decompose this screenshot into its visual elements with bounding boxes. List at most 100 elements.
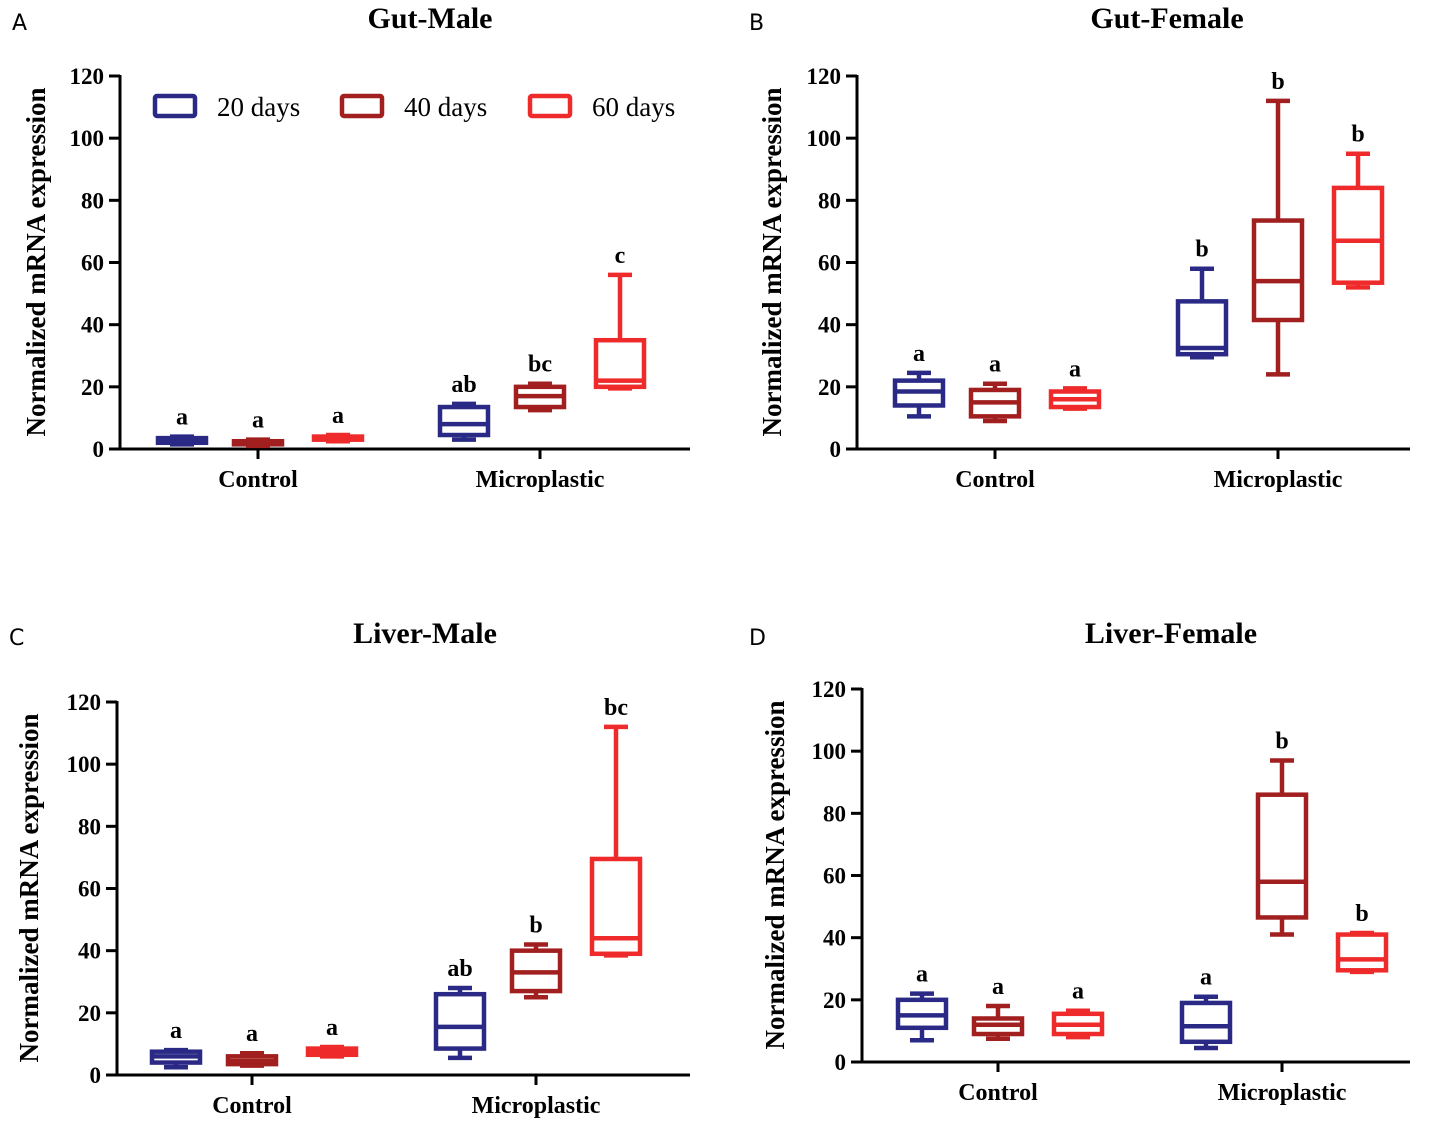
box-20-days: [437, 401, 491, 442]
box-iqr: [1331, 185, 1385, 285]
box-40-days: [1251, 98, 1305, 377]
x-tick-label: Control: [958, 1080, 1038, 1106]
box-20-days: [1175, 266, 1229, 360]
y-tick-label: 120: [67, 690, 102, 715]
y-axis-label: Normalized mRNA expression: [757, 88, 787, 437]
y-tick-label: 60: [818, 251, 841, 276]
panel-letter: B: [749, 11, 764, 36]
significance-label: c: [615, 243, 626, 269]
significance-label: a: [916, 962, 928, 988]
box-40-days: [971, 1003, 1025, 1041]
y-tick-label: 40: [818, 313, 841, 338]
box-60-days: [1331, 151, 1385, 290]
box-iqr: [437, 404, 491, 438]
significance-label: b: [1355, 901, 1368, 927]
significance-label: b: [1195, 237, 1208, 263]
chart-title: Liver-Male: [353, 617, 497, 650]
significance-label: b: [1271, 69, 1284, 95]
box-60-days: [593, 272, 647, 391]
box-40-days: [231, 437, 285, 449]
box-40-days: [509, 942, 563, 1000]
panel-C: C Liver-Male Normalized mRNA expression 0 20…: [9, 617, 690, 1119]
box-20-days: [895, 991, 949, 1043]
y-tick-label: 20: [823, 988, 846, 1013]
box-iqr: [593, 337, 647, 390]
significance-label: a: [326, 1015, 338, 1041]
box-40-days: [513, 381, 567, 413]
significance-label: a: [332, 403, 344, 429]
significance-label: b: [1351, 122, 1364, 148]
box-40-days: [225, 1050, 279, 1068]
significance-label: a: [1200, 965, 1212, 991]
legend-swatch: [339, 93, 385, 119]
legend-label: 20 days: [217, 92, 300, 122]
y-tick-label: 0: [830, 437, 842, 462]
significance-label: a: [992, 974, 1004, 1000]
y-tick-label: 40: [81, 313, 104, 338]
panel-letter: D: [749, 626, 766, 651]
x-tick-label: Microplastic: [1218, 1080, 1347, 1106]
y-tick-label: 0: [93, 437, 105, 462]
significance-label: a: [252, 408, 264, 434]
box-60-days: [1335, 930, 1389, 975]
chart-title: Liver-Female: [1085, 617, 1257, 650]
y-tick-label: 20: [81, 375, 104, 400]
y-tick-label: 0: [90, 1063, 102, 1088]
significance-label: a: [989, 352, 1001, 378]
y-tick-label: 20: [78, 1001, 101, 1026]
panel-letter: A: [12, 11, 27, 36]
y-tick-label: 120: [807, 64, 842, 89]
significance-label: ab: [451, 372, 476, 398]
box-iqr: [1251, 218, 1305, 323]
significance-label: a: [1069, 356, 1081, 382]
y-tick-label: 100: [67, 752, 102, 777]
box-40-days: [1255, 758, 1309, 937]
y-tick-label: 40: [78, 939, 101, 964]
x-tick-label: Control: [955, 467, 1035, 493]
legend: 20 days 40 days 60 days: [152, 92, 675, 122]
chart-title: Gut-Male: [368, 2, 493, 35]
box-iqr: [1179, 1000, 1233, 1045]
y-axis-label: Normalized mRNA expression: [14, 714, 44, 1063]
y-tick-label: 100: [812, 739, 847, 764]
box-iqr: [589, 856, 643, 957]
y-tick-label: 20: [818, 375, 841, 400]
y-tick-label: 120: [812, 677, 847, 702]
significance-label: a: [170, 1018, 182, 1044]
y-tick-label: 80: [823, 801, 846, 826]
legend-label: 40 days: [404, 92, 487, 122]
box-iqr: [1335, 932, 1389, 973]
box-20-days: [149, 1047, 203, 1070]
panel-D: D Liver-Female Normalized mRNA expression 0…: [749, 617, 1410, 1106]
panel-letter: C: [9, 626, 24, 651]
y-tick-label: 60: [78, 877, 101, 902]
y-tick-label: 80: [81, 188, 104, 213]
box-20-days: [155, 434, 209, 447]
significance-label: bc: [528, 352, 552, 378]
y-tick-label: 100: [807, 126, 842, 151]
y-tick-label: 80: [818, 188, 841, 213]
y-tick-label: 40: [823, 926, 846, 951]
box-iqr: [1175, 299, 1229, 357]
significance-label: a: [913, 341, 925, 367]
significance-label: bc: [604, 695, 628, 721]
y-tick-label: 100: [70, 126, 105, 151]
box-20-days: [1179, 994, 1233, 1051]
x-tick-label: Control: [212, 1093, 292, 1119]
chart-title: Gut-Female: [1090, 2, 1243, 35]
x-tick-label: Microplastic: [476, 467, 605, 493]
box-20-days: [433, 985, 487, 1061]
x-tick-label: Control: [218, 467, 298, 493]
box-60-days: [1048, 386, 1102, 411]
significance-label: a: [176, 405, 188, 431]
panel-A: A Gut-Male Normalized mRNA expression 0 20 40…: [12, 2, 690, 493]
y-tick-label: 60: [81, 251, 104, 276]
box-iqr: [433, 991, 487, 1051]
significance-label: a: [1072, 979, 1084, 1005]
significance-label: b: [1275, 728, 1288, 754]
y-tick-label: 60: [823, 864, 846, 889]
y-axis-label: Normalized mRNA expression: [21, 88, 51, 437]
panel-B: B Gut-Female Normalized mRNA expression 0 20…: [749, 2, 1410, 493]
y-tick-label: 120: [70, 64, 105, 89]
